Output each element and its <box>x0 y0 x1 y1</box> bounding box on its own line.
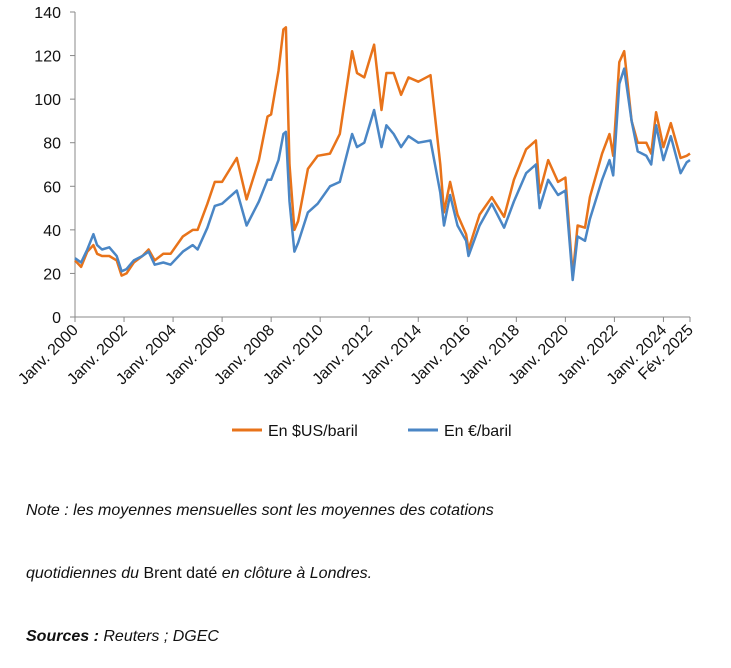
y-tick-label: 140 <box>34 5 61 22</box>
y-tick-label: 100 <box>34 92 61 109</box>
legend-label: En €/baril <box>444 423 512 440</box>
y-tick-label: 80 <box>43 136 61 153</box>
note-text: Brent daté <box>143 565 218 582</box>
note-line: quotidiennes du Brent daté en clôture à … <box>26 563 494 584</box>
sources-text: Reuters ; DGEC <box>98 628 219 645</box>
note-text: quotidiennes du <box>26 565 144 582</box>
note-text: Note : les moyennes mensuelles sont les … <box>26 502 494 519</box>
series-line <box>74 26 691 277</box>
y-tick-label: 0 <box>52 310 61 327</box>
note-text: en clôture à Londres. <box>217 565 373 582</box>
y-tick-label: 40 <box>43 223 61 240</box>
y-tick-label: 60 <box>43 179 61 196</box>
legend-label: En $US/baril <box>268 423 358 440</box>
y-tick-label: 120 <box>34 49 61 66</box>
sources: Sources : Reuters ; DGEC <box>26 626 494 647</box>
y-tick-label: 20 <box>43 266 61 283</box>
note-line: Note : les moyennes mensuelles sont les … <box>26 500 494 521</box>
page: 0 20 40 60 80 100 120 140 Janv. 2000 Janv. 2002 Ja… <box>15 5 697 645</box>
sources-label: Sources : <box>26 628 99 645</box>
series-line <box>74 67 691 282</box>
notes: Note : les moyennes mensuelles sont les … <box>26 458 494 668</box>
